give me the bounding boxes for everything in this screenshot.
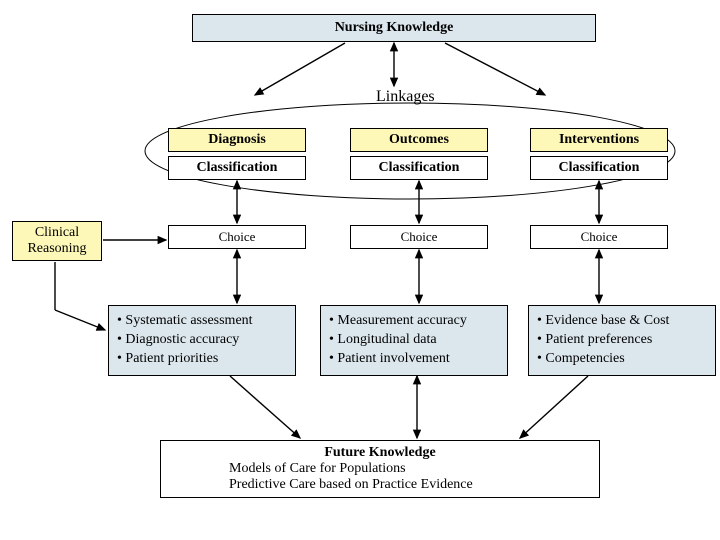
outcomes-choice-box: Choice (350, 225, 488, 249)
list-item: Competencies (537, 350, 707, 369)
header-title: Nursing Knowledge (335, 20, 454, 36)
outcomes-details-box: Measurement accuracy Longitudinal data P… (320, 305, 508, 376)
list-item: Systematic assessment (117, 312, 287, 331)
outcomes-classification-box: Classification (350, 156, 488, 180)
header-box: Nursing Knowledge (192, 14, 596, 42)
list-item: Patient priorities (117, 350, 287, 369)
outcomes-choice: Choice (401, 229, 438, 245)
diagnosis-classification-box: Classification (168, 156, 306, 180)
future-line2: Models of Care for Populations (169, 461, 591, 477)
future-line3: Predictive Care based on Practice Eviden… (169, 477, 591, 493)
interventions-details-list: Evidence base & Cost Patient preferences… (537, 312, 707, 369)
interventions-title: Interventions (559, 132, 639, 148)
list-item: Patient involvement (329, 350, 499, 369)
interventions-classification: Classification (559, 160, 640, 176)
outcomes-title-box: Outcomes (350, 128, 488, 152)
list-item: Patient preferences (537, 331, 707, 350)
interventions-details-box: Evidence base & Cost Patient preferences… (528, 305, 716, 376)
clinical-reasoning-box: Clinical Reasoning (12, 221, 102, 261)
interventions-choice: Choice (581, 229, 618, 245)
outcomes-details-list: Measurement accuracy Longitudinal data P… (329, 312, 499, 369)
future-knowledge-box: Future Knowledge Models of Care for Popu… (160, 440, 600, 498)
outcomes-classification: Classification (379, 160, 460, 176)
clinical-reasoning-label: Clinical Reasoning (27, 225, 86, 257)
list-item: Measurement accuracy (329, 312, 499, 331)
list-item: Diagnostic accuracy (117, 331, 287, 350)
list-item: Evidence base & Cost (537, 312, 707, 331)
interventions-classification-box: Classification (530, 156, 668, 180)
interventions-choice-box: Choice (530, 225, 668, 249)
diagnosis-title: Diagnosis (208, 132, 266, 148)
list-item: Longitudinal data (329, 331, 499, 350)
diagnosis-choice: Choice (219, 229, 256, 245)
future-line1: Future Knowledge (169, 445, 591, 461)
linkages-label: Linkages (372, 88, 439, 106)
diagnosis-details-box: Systematic assessment Diagnostic accurac… (108, 305, 296, 376)
outcomes-title: Outcomes (389, 132, 449, 148)
diagnosis-classification: Classification (197, 160, 278, 176)
diagnosis-title-box: Diagnosis (168, 128, 306, 152)
diagnosis-choice-box: Choice (168, 225, 306, 249)
interventions-title-box: Interventions (530, 128, 668, 152)
diagnosis-details-list: Systematic assessment Diagnostic accurac… (117, 312, 287, 369)
